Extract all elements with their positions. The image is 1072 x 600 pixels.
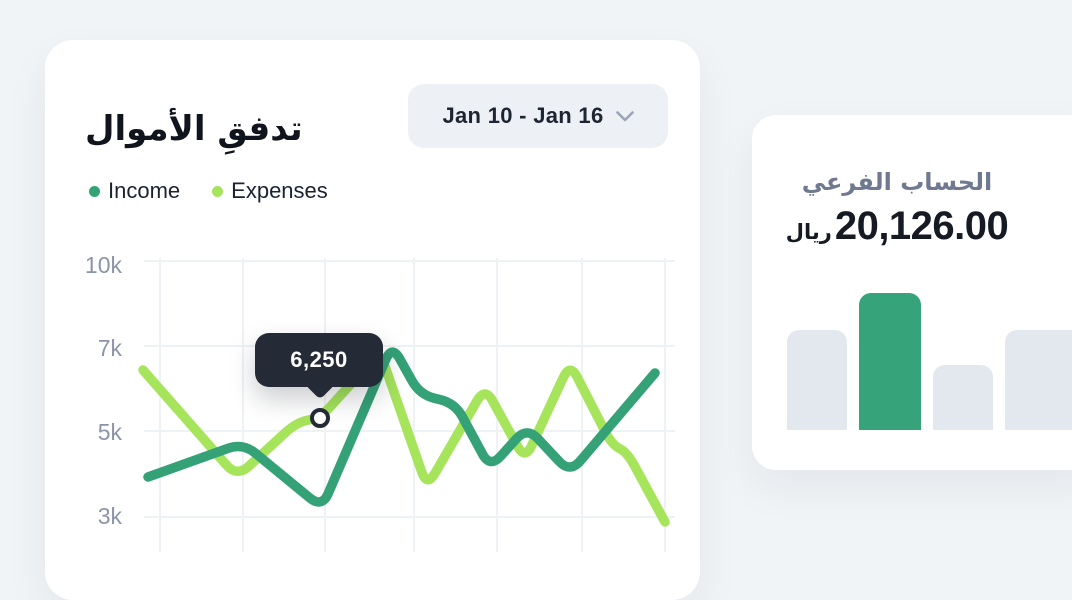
y-axis-label-5k: 5k [97,419,122,445]
y-axis-label-10k: 10k [84,252,122,278]
line-series-expenses [138,353,670,527]
chart-tooltip: 6,250 [255,333,383,400]
subaccount-card: الحساب الفرعي 20,126.00 ريال [752,115,1072,470]
money-flow-card: تدفقِ الأموال Jan 10 - Jan 16 Income Exp… [45,40,700,600]
date-range-button[interactable]: Jan 10 - Jan 16 [408,84,668,148]
income-dot-icon [89,185,100,197]
amount-value: 20,126.00 [834,204,1009,248]
mini-bar [787,330,847,430]
legend-item-income: Income [89,178,180,204]
mini-bar [933,365,993,430]
expenses-dot-icon [212,185,224,197]
y-axis-label-3k: 3k [97,503,122,529]
line-series-income [143,347,660,507]
subaccount-amount: 20,126.00 ريال [752,203,1042,249]
tooltip-value: 6,250 [290,347,348,372]
dashboard-page: { "flow_card": { "title": "تدفقِ الأموال… [45,40,1072,600]
currency-label: ريال [785,220,832,244]
mini-bar-highlighted [859,293,921,430]
date-range-label: Jan 10 - Jan 16 [442,103,604,128]
chart-legend: Income Expenses [89,178,328,204]
money-flow-title: تدفقِ الأموال [85,108,303,149]
mini-bar-chart [787,293,1072,430]
legend-item-expenses: Expenses [212,178,328,204]
legend-label-expenses: Expenses [231,178,328,203]
mini-bar [1005,330,1072,430]
flow-line-chart[interactable] [130,250,675,552]
legend-label-income: Income [108,178,181,203]
chevron-down-icon [615,110,634,121]
highlight-point-marker [310,408,330,428]
subaccount-title: الحساب الفرعي [801,168,993,196]
y-axis-label-7k: 7k [97,335,122,361]
